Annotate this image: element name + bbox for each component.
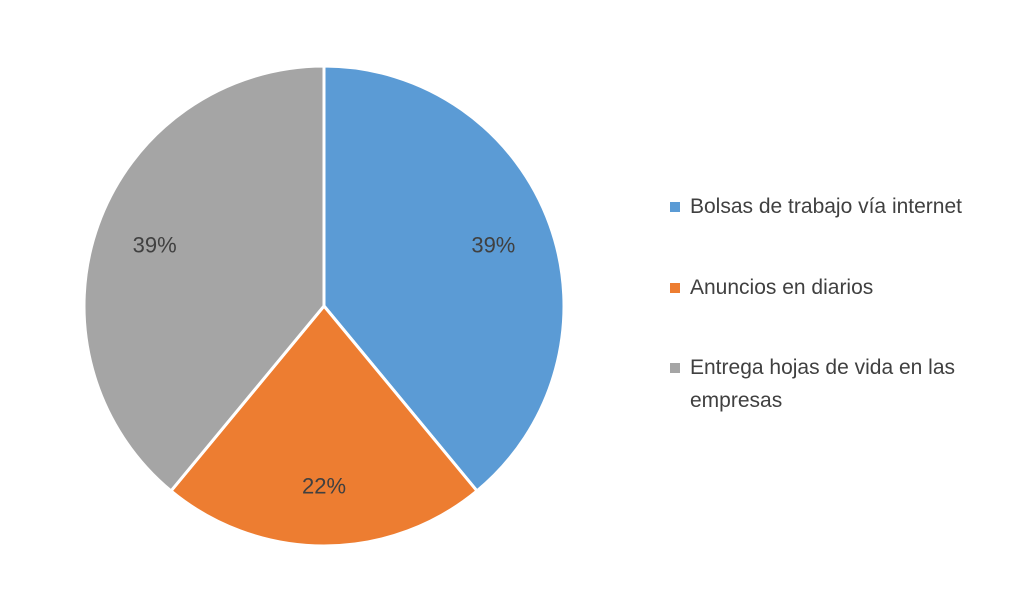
legend-item-internet: Bolsas de trabajo vía internet xyxy=(668,190,1018,223)
data-label-empresas: 39% xyxy=(133,233,177,258)
legend-swatch-internet xyxy=(670,202,680,212)
legend-item-diarios: Anuncios en diarios xyxy=(668,271,1018,304)
legend-label-internet: Bolsas de trabajo vía internet xyxy=(690,195,962,218)
pie-slices xyxy=(82,64,566,548)
pie-slice-internet xyxy=(322,64,566,493)
legend-swatch-empresas xyxy=(670,363,680,373)
legend-label-empresas: Entrega hojas de vida en las empresas xyxy=(690,356,956,412)
pie-data-labels: 39% 22% 39% xyxy=(133,233,516,499)
legend-swatch-diarios xyxy=(670,283,680,293)
data-label-diarios: 22% xyxy=(302,474,346,499)
pie-slice-empresas xyxy=(82,64,326,493)
data-label-internet: 39% xyxy=(471,233,515,258)
legend: Bolsas de trabajo vía internet Anuncios … xyxy=(668,190,1018,417)
legend-item-empresas: Entrega hojas de vida en las empresas xyxy=(668,351,1018,417)
pie-chart: 39% 22% 39% xyxy=(82,64,566,548)
pie-slice-diarios xyxy=(169,304,479,548)
legend-label-diarios: Anuncios en diarios xyxy=(690,276,874,299)
